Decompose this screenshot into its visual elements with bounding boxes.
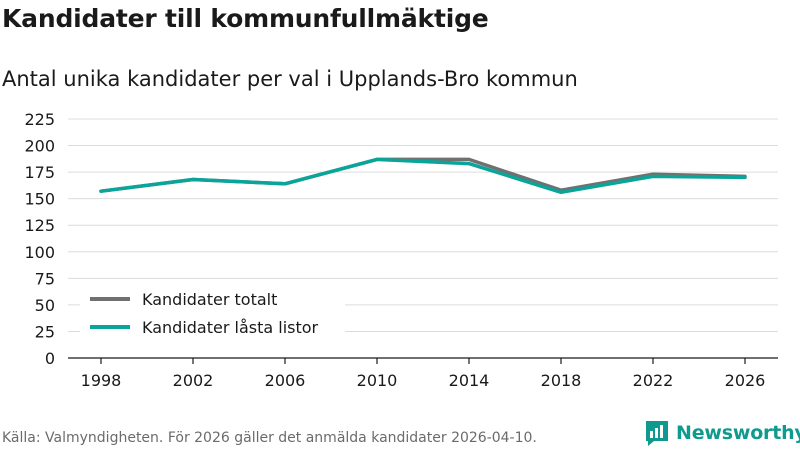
x-tick-label-2018: 2018 (541, 371, 582, 390)
x-tick-label-2006: 2006 (265, 371, 306, 390)
x-tick-label-2026: 2026 (725, 371, 766, 390)
y-tick-label-125: 125 (24, 216, 55, 235)
y-tick-label-150: 150 (24, 190, 55, 209)
y-tick-label-50: 50 (35, 296, 55, 315)
legend-background (80, 285, 345, 343)
brand-logo: Newsworthy (644, 419, 800, 447)
brand-name: Newsworthy (676, 422, 800, 444)
y-tick-label-0: 0 (45, 349, 55, 368)
series-line-kandidater-totalt (99, 157, 747, 193)
axes: 0 25 50 75 100 125 150 175 200 225 1998 2002 2006 201… (24, 110, 778, 390)
series-line-kandidater-lasta-listor (99, 157, 747, 195)
legend: Kandidater totalt Kandidater låsta listor (80, 285, 345, 343)
bar-chart-speech-bubble-icon (646, 421, 668, 446)
chart-subtitle: Antal unika kandidater per val i Uppland… (2, 67, 578, 91)
source-note: Källa: Valmyndigheten. För 2026 gäller d… (2, 430, 537, 446)
series-lines (99, 157, 747, 195)
gridlines (68, 118, 778, 332)
y-tick-label-200: 200 (24, 137, 55, 156)
y-tick-label-25: 25 (35, 322, 55, 341)
x-tick-label-2002: 2002 (173, 371, 214, 390)
y-tick-label-100: 100 (24, 243, 55, 262)
legend-label-0: Kandidater totalt (142, 290, 277, 309)
line-chart: 0 25 50 75 100 125 150 175 200 225 1998 2002 2006 201… (24, 110, 778, 390)
legend-label-1: Kandidater låsta listor (142, 318, 319, 337)
x-tick-label-2010: 2010 (357, 371, 398, 390)
x-tick-label-2022: 2022 (633, 371, 674, 390)
x-tick-label-2014: 2014 (449, 371, 490, 390)
x-tick-label-1998: 1998 (81, 371, 122, 390)
y-tick-label-75: 75 (35, 269, 55, 288)
y-tick-label-225: 225 (24, 110, 55, 129)
y-tick-label-175: 175 (24, 163, 55, 182)
chart-title: Kandidater till kommunfullmäktige (2, 4, 489, 33)
